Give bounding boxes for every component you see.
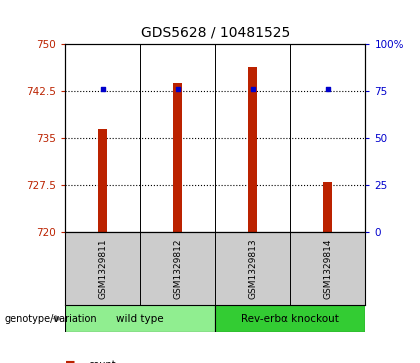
Bar <box>173 82 182 232</box>
Text: ■: ■ <box>65 360 76 363</box>
Title: GDS5628 / 10481525: GDS5628 / 10481525 <box>141 26 290 40</box>
Bar <box>215 305 365 332</box>
Text: Rev-erbα knockout: Rev-erbα knockout <box>241 314 339 323</box>
Point <box>325 86 331 92</box>
Point <box>174 86 181 92</box>
Point <box>99 86 106 92</box>
Text: GSM1329814: GSM1329814 <box>323 238 332 299</box>
Text: genotype/variation: genotype/variation <box>4 314 97 323</box>
Bar <box>65 305 215 332</box>
Bar <box>248 68 257 232</box>
Bar <box>323 182 332 232</box>
Text: GSM1329811: GSM1329811 <box>98 238 107 299</box>
Text: count: count <box>88 360 116 363</box>
Bar <box>98 129 107 232</box>
Text: wild type: wild type <box>116 314 164 323</box>
Text: GSM1329812: GSM1329812 <box>173 238 182 299</box>
Point <box>249 86 256 92</box>
Text: GSM1329813: GSM1329813 <box>248 238 257 299</box>
